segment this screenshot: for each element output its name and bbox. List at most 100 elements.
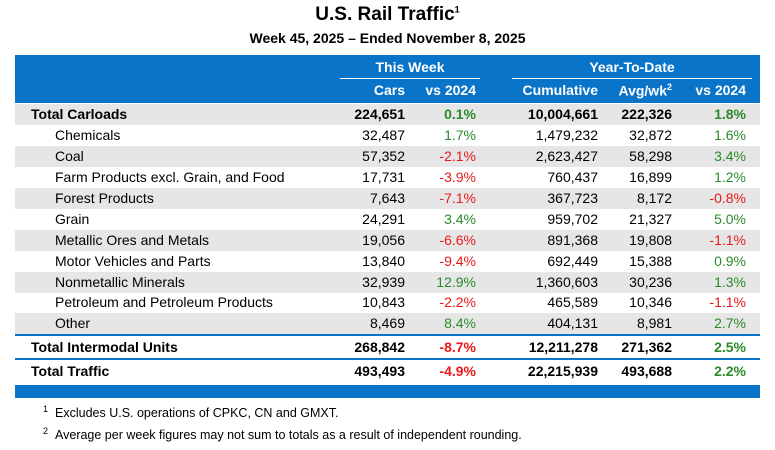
cell: 17,731: [362, 169, 405, 185]
row-label: Total Intermodal Units: [31, 339, 178, 355]
cell: 5.0%: [714, 211, 746, 227]
cell: 15,388: [629, 253, 672, 269]
cell: -8.7%: [439, 339, 476, 355]
footnote: Excludes U.S. operations of CPKC, CN and…: [55, 406, 339, 420]
cell: 32,487: [362, 127, 405, 143]
row-band: [15, 230, 760, 251]
row-label: Metallic Ores and Metals: [55, 232, 210, 248]
cell: 10,843: [362, 294, 405, 310]
cell: 19,808: [629, 232, 672, 248]
cell: 493,493: [354, 363, 405, 379]
cell: 8,172: [636, 190, 672, 206]
row-label: Nonmetallic Minerals: [55, 274, 185, 290]
cell: 465,589: [547, 294, 598, 310]
cell: 58,298: [629, 148, 672, 164]
row-label: Chemicals: [55, 127, 121, 143]
cell: 16,899: [629, 169, 672, 185]
row-rule: [15, 334, 760, 336]
cell: 3.4%: [444, 211, 476, 227]
title-text: U.S. Rail Traffic: [315, 4, 455, 25]
group-header: Year-To-Date: [589, 59, 675, 75]
cell: 271,362: [621, 339, 672, 355]
cell: -4.9%: [439, 363, 476, 379]
cell: 760,437: [547, 169, 598, 185]
cell: 1.6%: [714, 127, 746, 143]
cell: -1.1%: [709, 232, 746, 248]
header-band: [15, 55, 760, 103]
cell: 2,623,427: [535, 148, 598, 164]
footnote: Average per week figures may not sum to …: [55, 428, 522, 442]
cell: 1,360,603: [535, 274, 598, 290]
cell: 8,981: [636, 315, 672, 331]
footer-band: [15, 385, 760, 398]
row-label: Motor Vehicles and Parts: [55, 253, 211, 269]
cell: 32,939: [362, 274, 405, 290]
cell: 367,723: [547, 190, 598, 206]
cell: -0.8%: [709, 190, 746, 206]
cell: -9.4%: [439, 253, 476, 269]
cell: 0.9%: [714, 253, 746, 269]
cell: 1.3%: [714, 274, 746, 290]
row-label: Petroleum and Petroleum Products: [55, 294, 273, 310]
cell: -6.6%: [439, 232, 476, 248]
row-label: Grain: [55, 211, 90, 227]
cell: 13,840: [362, 253, 405, 269]
row-label: Total Carloads: [31, 106, 128, 122]
cell: -1.1%: [709, 294, 746, 310]
footnote-mark: 2: [43, 426, 49, 436]
cell: -3.9%: [439, 169, 476, 185]
cell: 959,702: [547, 211, 598, 227]
cell: 32,872: [629, 127, 672, 143]
subtitle: Week 45, 2025 – Ended November 8, 2025: [249, 30, 526, 46]
column-header: Avg/wk2: [618, 82, 672, 99]
cell: 19,056: [362, 232, 405, 248]
cell: 2.5%: [714, 339, 746, 355]
group-header: This Week: [375, 59, 445, 75]
row-rule: [15, 358, 760, 360]
cell: 30,236: [629, 274, 672, 290]
cell: 12.9%: [436, 274, 476, 290]
cell: 2.7%: [714, 315, 746, 331]
row-band: [15, 272, 760, 293]
row-band: [15, 104, 760, 125]
cell: 1.2%: [714, 169, 746, 185]
cell: 21,327: [629, 211, 672, 227]
column-header: vs 2024: [425, 82, 476, 98]
cell: 224,651: [354, 106, 405, 122]
cell: 10,004,661: [527, 106, 598, 122]
cell: 268,842: [354, 339, 405, 355]
cell: 3.4%: [714, 148, 746, 164]
row-label: Total Traffic: [31, 363, 110, 379]
cell: 1.8%: [714, 106, 746, 122]
cell: 22,215,939: [527, 363, 598, 379]
row-band: [15, 146, 760, 167]
note-mark: 2: [666, 82, 672, 92]
cell: 57,352: [362, 148, 405, 164]
row-label: Farm Products excl. Grain, and Food: [55, 169, 285, 185]
cell: 222,326: [621, 106, 672, 122]
cell: -7.1%: [439, 190, 476, 206]
cell: 1.7%: [444, 127, 476, 143]
column-header: Cars: [373, 82, 405, 98]
cell: 0.1%: [444, 106, 476, 122]
footnote-mark: 1: [43, 404, 49, 414]
cell: 493,688: [621, 363, 672, 379]
row-label: Coal: [55, 148, 84, 164]
cell: 1,479,232: [535, 127, 598, 143]
cell: 7,643: [369, 190, 405, 206]
cell: 692,449: [547, 253, 598, 269]
row-band: [15, 188, 760, 209]
cell: -2.1%: [439, 148, 476, 164]
cell: 8,469: [369, 315, 405, 331]
row-label: Other: [55, 315, 91, 331]
cell: 12,211,278: [528, 339, 598, 355]
cell: 24,291: [362, 211, 405, 227]
cell: 404,131: [547, 315, 598, 331]
column-header: Cumulative: [522, 82, 598, 98]
cell: 2.2%: [714, 363, 746, 379]
title: U.S. Rail Traffic1: [0, 4, 775, 26]
group-rule: [340, 78, 480, 79]
cell: 8.4%: [444, 315, 476, 331]
row-label: Forest Products: [55, 190, 154, 206]
cell: -2.2%: [439, 294, 476, 310]
